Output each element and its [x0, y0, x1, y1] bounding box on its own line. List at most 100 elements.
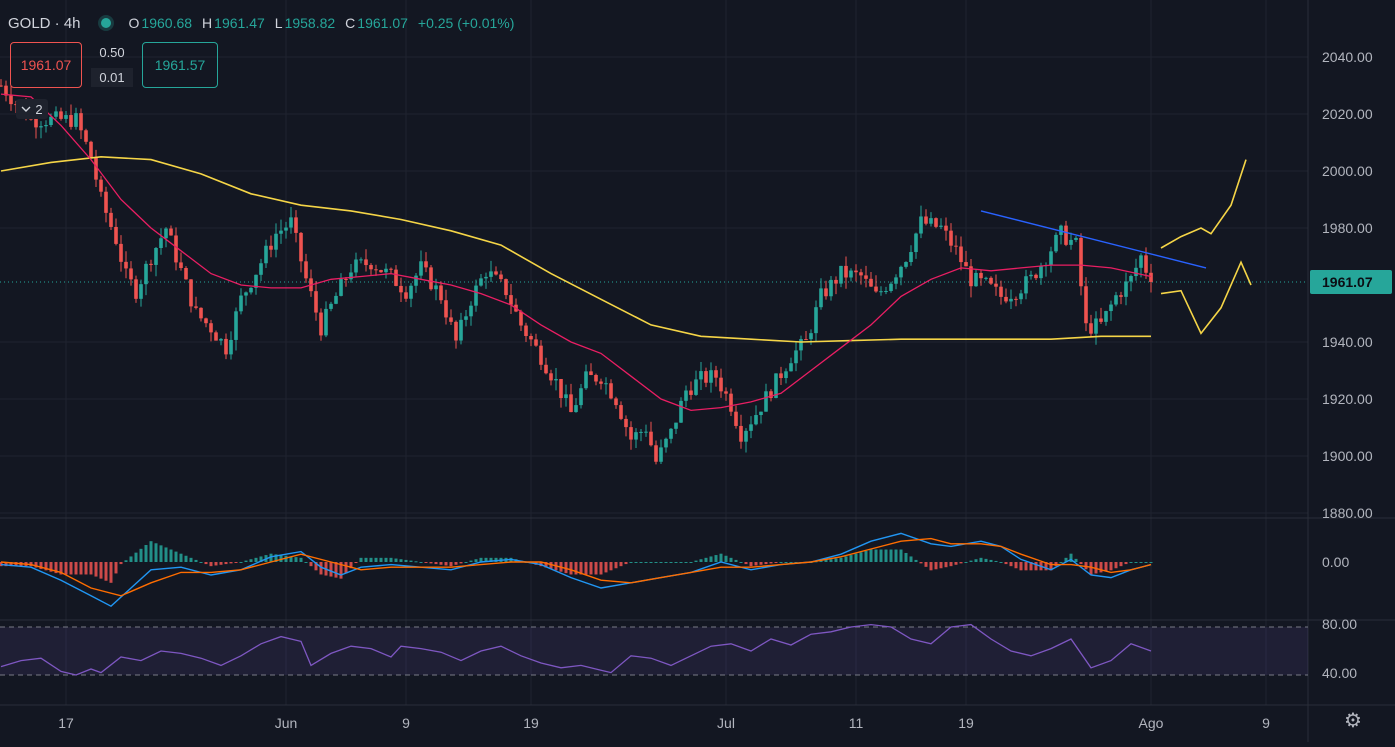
candle-body — [129, 268, 133, 280]
candle-body — [839, 265, 843, 284]
macd-histogram-bar — [1144, 562, 1148, 563]
macd-histogram-bar — [774, 562, 778, 563]
macd-histogram-bar — [1104, 562, 1108, 572]
symbol-label[interactable]: GOLD · 4h — [8, 14, 81, 32]
candle-body — [99, 179, 103, 192]
candle-body — [1089, 323, 1093, 334]
candle-body — [94, 157, 98, 180]
candle-body — [199, 307, 203, 319]
candle-body — [784, 371, 788, 379]
macd-histogram-bar — [134, 552, 138, 562]
candle-body — [994, 283, 998, 287]
candle-body — [704, 371, 708, 383]
chevron-down-icon — [21, 106, 31, 112]
macd-histogram-bar — [94, 562, 98, 577]
candle-body — [189, 279, 193, 307]
macd-histogram-bar — [644, 562, 648, 563]
spread-value: 0.50 — [99, 45, 125, 60]
macd-histogram-bar — [464, 562, 468, 563]
macd-histogram-bar — [334, 562, 338, 578]
macd-histogram-bar — [904, 552, 908, 562]
high-label: H — [202, 15, 213, 31]
candle-body — [614, 398, 618, 406]
candle-body — [364, 259, 368, 266]
macd-histogram-bar — [314, 562, 318, 571]
candle-body — [639, 431, 643, 433]
buy-button[interactable]: 1961.57 — [142, 42, 218, 88]
quantity-input[interactable]: 0.01 — [91, 68, 133, 87]
candle-body — [1074, 237, 1078, 240]
candle-body — [239, 295, 243, 312]
candle-body — [319, 312, 323, 336]
candle-body — [829, 279, 833, 297]
candle-body — [934, 218, 938, 227]
macd-histogram-bar — [709, 556, 713, 562]
macd-histogram-bar — [84, 562, 88, 575]
macd-histogram-bar — [144, 545, 148, 562]
candle-body — [329, 303, 333, 309]
candle-body — [384, 268, 388, 273]
candle-body — [814, 307, 818, 334]
macd-histogram-bar — [1109, 562, 1113, 571]
candle-body — [574, 405, 578, 413]
candle-body — [1049, 251, 1053, 265]
candle-body — [299, 232, 303, 262]
candle-body — [1034, 274, 1038, 279]
candle-body — [269, 245, 273, 250]
candle-body — [819, 288, 823, 308]
macd-histogram-bar — [579, 562, 583, 575]
macd-histogram-bar — [384, 557, 388, 562]
macd-histogram-bar — [639, 562, 643, 563]
indicator-count: 2 — [35, 101, 43, 117]
candle-body — [944, 225, 948, 231]
candle-body — [849, 270, 853, 278]
candle-body — [249, 287, 253, 293]
projection-up-drawing — [1160, 159, 1247, 249]
gear-icon[interactable]: ⚙ — [1344, 710, 1362, 732]
macd-histogram-bar — [1094, 562, 1098, 574]
candle-body — [519, 311, 523, 326]
candle-body — [669, 428, 673, 439]
macd-histogram-bar — [429, 562, 433, 564]
macd-histogram-bar — [224, 562, 228, 565]
candle-body — [534, 339, 538, 346]
macd-histogram-bar — [979, 557, 983, 562]
macd-histogram-bar — [734, 559, 738, 562]
candle-body — [184, 268, 188, 280]
candle-body — [424, 261, 428, 268]
candle-body — [864, 275, 868, 279]
candle-body — [64, 115, 68, 119]
candle-body — [374, 269, 378, 271]
candle-body — [49, 116, 53, 126]
candle-body — [409, 285, 413, 299]
macd-histogram-bar — [679, 562, 683, 563]
sell-button[interactable]: 1961.07 — [10, 42, 82, 88]
macd-histogram-bar — [594, 562, 598, 575]
candle-body — [579, 388, 583, 406]
macd-histogram-bar — [414, 561, 418, 563]
macd-histogram-bar — [294, 557, 298, 562]
macd-histogram-bar — [494, 557, 498, 562]
price-tick-label: 1880.00 — [1322, 505, 1373, 521]
macd-histogram-bar — [1139, 562, 1143, 563]
macd-histogram-bar — [474, 559, 478, 562]
candle-body — [679, 400, 683, 423]
macd-histogram-bar — [1049, 562, 1053, 571]
macd-histogram-bar — [419, 562, 423, 563]
macd-histogram-bar — [839, 557, 843, 562]
candle-body — [404, 292, 408, 299]
macd-histogram-bar — [1099, 562, 1103, 573]
macd-histogram-bar — [409, 560, 413, 562]
macd-histogram-bar — [379, 557, 383, 562]
candle-body — [474, 285, 478, 306]
macd-histogram-bar — [399, 559, 403, 562]
indicators-collapse-button[interactable]: 2 — [16, 99, 48, 119]
macd-histogram-bar — [759, 562, 763, 565]
macd-histogram-bar — [929, 562, 933, 571]
macd-histogram-bar — [634, 562, 638, 563]
candle-body — [259, 263, 263, 275]
macd-histogram-bar — [434, 562, 438, 565]
candle-body — [989, 277, 993, 284]
